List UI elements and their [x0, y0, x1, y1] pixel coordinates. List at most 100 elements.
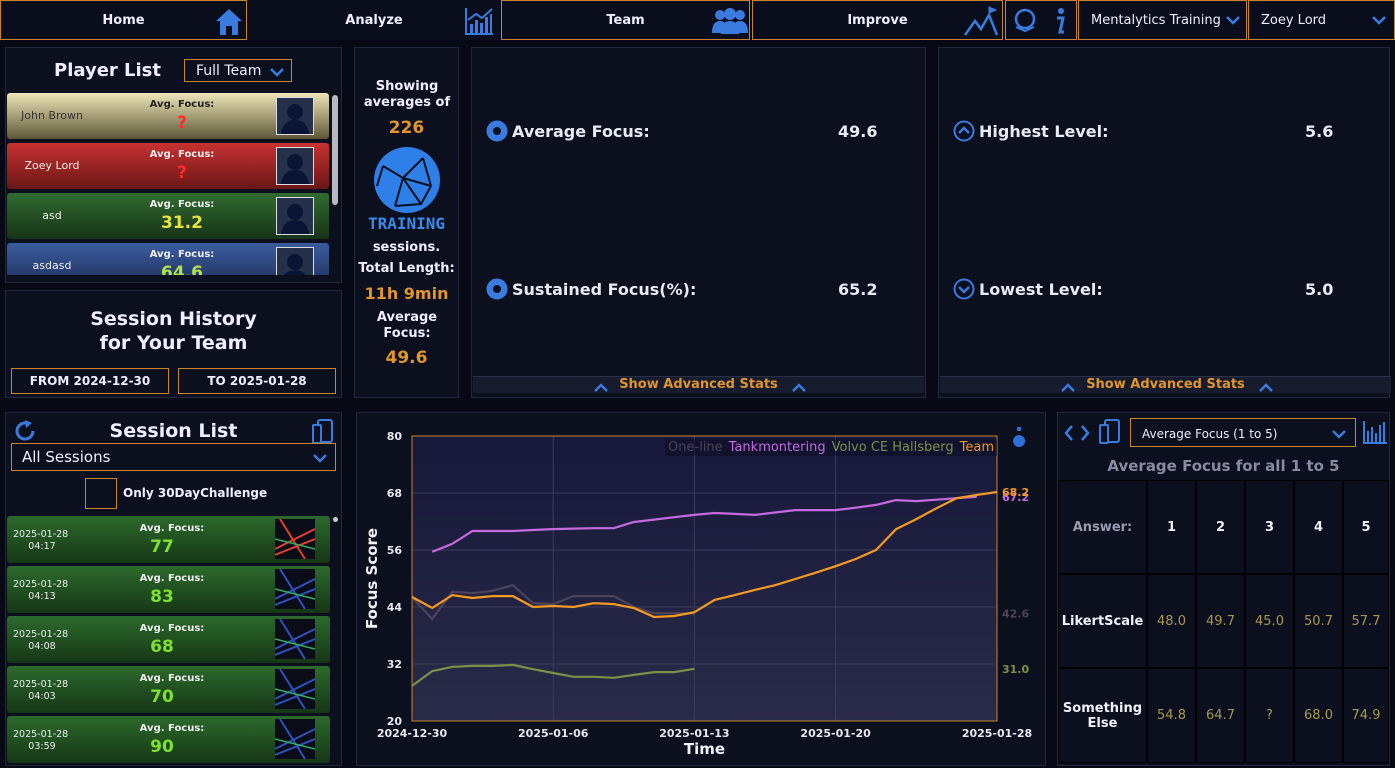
cell-text: 3 [1264, 519, 1275, 535]
scrollbar[interactable] [332, 95, 338, 205]
y-tick-label: 44 [387, 601, 403, 614]
session-date: 2025-01-28 [13, 529, 69, 540]
table-cell: 48.0 [1147, 574, 1196, 668]
player-row[interactable]: asdasd Avg. Focus: 64.6 [7, 243, 329, 275]
program-dropdown[interactable]: Mentalytics Training [1078, 0, 1247, 40]
icon [486, 278, 508, 300]
info-icon[interactable] [1052, 7, 1068, 35]
line-chart: 20 32 44 56 68 80 2024-12-30 2025-01-06 2025-01-… [363, 427, 1032, 758]
thumbnail-art [275, 569, 315, 609]
nav-improve[interactable]: Improve [752, 0, 1003, 40]
question-dropdown[interactable]: Average Focus (1 to 5) [1130, 418, 1356, 447]
session-filter[interactable]: All Sessions [11, 443, 336, 471]
session-thumbnail [275, 619, 315, 659]
plot-border [411, 435, 998, 722]
session-time: 04:13 [28, 591, 56, 602]
device-icon[interactable] [1098, 418, 1122, 446]
from-date-button[interactable]: FROM 2024-12-30 [11, 368, 169, 394]
nav-arrows[interactable] [1063, 423, 1091, 443]
stat-icon [953, 278, 975, 300]
team-filter[interactable]: Full Team [184, 59, 292, 82]
table-cell: 57.7 [1343, 574, 1389, 668]
toggle-label: Show Advanced Stats [619, 377, 778, 392]
session-row[interactable]: 2025-01-28 03:59 Avg. Focus: 90 [7, 716, 330, 763]
dropdown-label: Average Focus (1 to 5) [1142, 427, 1278, 441]
table-cell: 49.7 [1196, 574, 1245, 668]
table-cell: 4 [1294, 480, 1343, 574]
cell-text: 2 [1215, 519, 1226, 535]
advanced-stats-toggle[interactable]: Show Advanced Stats [473, 376, 924, 393]
thumbnail-art [275, 669, 315, 709]
nav-home[interactable]: Home [0, 0, 247, 40]
icon [594, 383, 608, 392]
series-line [411, 583, 695, 621]
stat-label: Sustained Focus(%): [512, 280, 697, 299]
chevron [270, 68, 284, 77]
player-avatar [276, 97, 314, 135]
session-row[interactable]: 2025-01-28 04:03 Avg. Focus: 70 [7, 666, 330, 713]
focus-label: Avg. Focus: [139, 573, 205, 584]
stat-icon [953, 120, 975, 142]
chart-icon[interactable] [1362, 419, 1388, 445]
session-row[interactable]: 2025-01-28 04:13 Avg. Focus: 83 [7, 566, 330, 613]
y-axis-label: Focus Score [363, 528, 381, 629]
table-cell: 50.7 [1294, 574, 1343, 668]
session-focus: 83 [150, 587, 174, 607]
end-value-label: 31.0 [1002, 663, 1029, 676]
to-date-button[interactable]: TO 2025-01-28 [178, 368, 336, 394]
thumbnail-art [275, 719, 315, 759]
player-row[interactable]: Zoey Lord Avg. Focus:? [7, 143, 329, 189]
player-name: John Brown [21, 109, 83, 122]
session-row[interactable]: 2025-01-28 04:08 Avg. Focus: 68 [7, 616, 330, 663]
cell-text: Answer: [1072, 519, 1133, 535]
settings-icon[interactable] [1013, 427, 1026, 447]
x-tick-label: 2025-01-20 [800, 727, 871, 740]
player-avatar [276, 147, 314, 185]
series-line [411, 663, 695, 687]
scrollbar[interactable] [333, 517, 338, 522]
session-date: 2025-01-28 [13, 729, 69, 740]
training-logo [374, 147, 440, 213]
cell-text: 45.0 [1255, 613, 1284, 629]
end-value-label: 67.2 [1002, 491, 1029, 504]
player-row[interactable]: John Brown Avg. Focus:? [7, 93, 329, 139]
chevron [313, 454, 327, 463]
session-thumbnail [275, 719, 315, 759]
session-list-title: Session List [109, 420, 238, 442]
cell-text: 1 [1166, 519, 1177, 535]
player-row[interactable]: asd Avg. Focus: 31.2 [7, 193, 329, 239]
average-focus: 49.6 [385, 348, 428, 368]
focus-label: Avg. Focus: [149, 249, 215, 260]
device-icon[interactable] [311, 418, 335, 446]
cell-text: 48.0 [1157, 613, 1186, 629]
dropdown-label: Full Team [196, 63, 262, 79]
checkbox-label: Only 30DayChallenge [123, 486, 268, 500]
chevron-up [1258, 379, 1274, 392]
checkbox[interactable] [85, 478, 117, 509]
user-dropdown[interactable]: Zoey Lord [1248, 0, 1395, 40]
stat-label: Highest Level: [979, 122, 1109, 141]
nav-team[interactable]: Team [501, 0, 750, 40]
session-row[interactable]: 2025-01-28 04:17 Avg. Focus: 77 [7, 516, 330, 563]
player-avatar [276, 197, 314, 235]
stat-value: 65.2 [838, 280, 878, 299]
advanced-stats-toggle[interactable]: Show Advanced Stats [940, 376, 1391, 393]
summary-panel: Showing averages of 226 TRAINING session… [354, 47, 459, 398]
nav-analyze[interactable]: Analyze [248, 0, 500, 40]
brain-icon[interactable] [1012, 7, 1038, 33]
stats-panel: Highest Level: 5.6 Lowest Level: 5.0 Show Ad… [938, 47, 1391, 398]
stat-value: 5.6 [1305, 122, 1334, 141]
session-rows: 2025-01-28 04:17 Avg. Focus: 77 2025-01-28 04… [7, 516, 330, 765]
focus-label: Avg. Focus: [139, 623, 205, 634]
player-focus: ? [177, 163, 187, 183]
series-line [411, 490, 998, 619]
table-cell: 5 [1343, 480, 1389, 574]
focus-label: Avg. Focus: [139, 673, 205, 684]
chart-panel: 20 32 44 56 68 80 2024-12-30 2025-01-06 2025-01-… [356, 412, 1046, 766]
logo-text: TRAINING [367, 214, 446, 233]
refresh-icon[interactable] [13, 419, 37, 443]
player-focus: 64.6 [161, 263, 203, 275]
chevron [1372, 16, 1386, 25]
